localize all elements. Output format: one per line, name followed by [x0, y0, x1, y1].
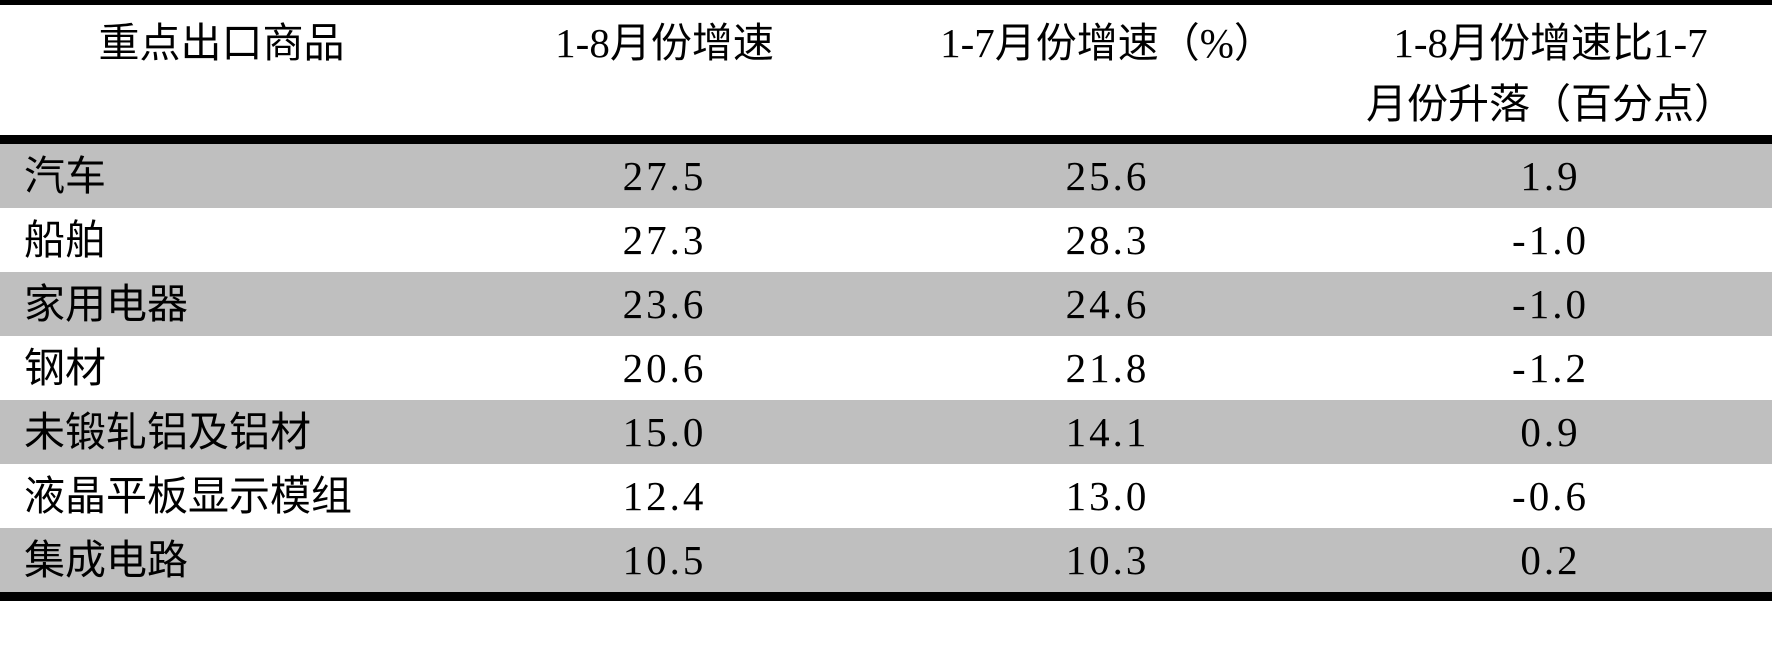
growth-1-7-cell: 25.6: [1065, 153, 1150, 199]
column-header-growth-1-7: 1-7月份增速（%）: [886, 2, 1329, 144]
commodity-name-cell: 液晶平板显示模组: [24, 473, 352, 519]
growth-1-7-cell: 14.1: [1065, 409, 1150, 455]
commodity-name-cell: 集成电路: [24, 537, 188, 583]
change-cell: -0.6: [1512, 473, 1589, 519]
commodity-name-cell: 未锻轧铝及铝材: [24, 409, 311, 455]
column-header-commodity: 重点出口商品: [0, 2, 443, 144]
growth-1-7-cell: 24.6: [1065, 281, 1150, 327]
growth-1-7-cell: 21.8: [1065, 345, 1150, 391]
column-header-change-line1: 1-8月份增速比1-7: [1393, 20, 1708, 66]
table-row: 汽车 27.5 25.6 1.9: [0, 139, 1772, 208]
change-cell: -1.0: [1512, 217, 1589, 263]
table-row: 未锻轧铝及铝材 15.0 14.1 0.9: [0, 400, 1772, 464]
commodity-name-cell: 汽车: [24, 153, 106, 199]
table-row: 钢材 20.6 21.8 -1.2: [0, 336, 1772, 400]
commodity-name-cell: 钢材: [24, 345, 106, 391]
growth-1-7-cell: 10.3: [1065, 537, 1150, 583]
column-header-growth-1-8: 1-8月份增速: [443, 2, 886, 144]
growth-1-8-cell: 27.5: [622, 153, 707, 199]
table-row: 家用电器 23.6 24.6 -1.0: [0, 272, 1772, 336]
commodity-name-cell: 船舶: [24, 217, 106, 263]
table-row: 船舶 27.3 28.3 -1.0: [0, 208, 1772, 272]
growth-1-7-cell: 28.3: [1065, 217, 1150, 263]
commodity-name-cell: 家用电器: [24, 281, 188, 327]
column-header-change: 1-8月份增速比1-7 月份升落（百分点）: [1329, 2, 1772, 144]
table-header-row: 重点出口商品 1-8月份增速 1-7月份增速（%） 1-8月份增速比1-7 月份…: [0, 2, 1772, 144]
table-row: 集成电路 10.5 10.3 0.2: [0, 528, 1772, 597]
growth-1-8-cell: 23.6: [622, 281, 707, 327]
change-cell: 1.9: [1520, 153, 1581, 199]
growth-1-8-cell: 27.3: [622, 217, 707, 263]
growth-1-8-cell: 15.0: [622, 409, 707, 455]
change-cell: -1.2: [1512, 345, 1589, 391]
growth-1-8-cell: 12.4: [622, 473, 707, 519]
table-header: 重点出口商品 1-8月份增速 1-7月份增速（%） 1-8月份增速比1-7 月份…: [0, 2, 1772, 144]
change-cell: 0.9: [1520, 409, 1581, 455]
growth-1-8-cell: 20.6: [622, 345, 707, 391]
table-row: 液晶平板显示模组 12.4 13.0 -0.6: [0, 464, 1772, 528]
growth-1-8-cell: 10.5: [622, 537, 707, 583]
change-cell: -1.0: [1512, 281, 1589, 327]
change-cell: 0.2: [1520, 537, 1581, 583]
growth-1-7-cell: 13.0: [1065, 473, 1150, 519]
table-body: 汽车 27.5 25.6 1.9 船舶 27.3 28.3 -1.0 家用电器 …: [0, 139, 1772, 597]
column-header-change-line2: 月份升落（百分点）: [1366, 81, 1735, 127]
key-export-commodities-table: 重点出口商品 1-8月份增速 1-7月份增速（%） 1-8月份增速比1-7 月份…: [0, 0, 1772, 601]
